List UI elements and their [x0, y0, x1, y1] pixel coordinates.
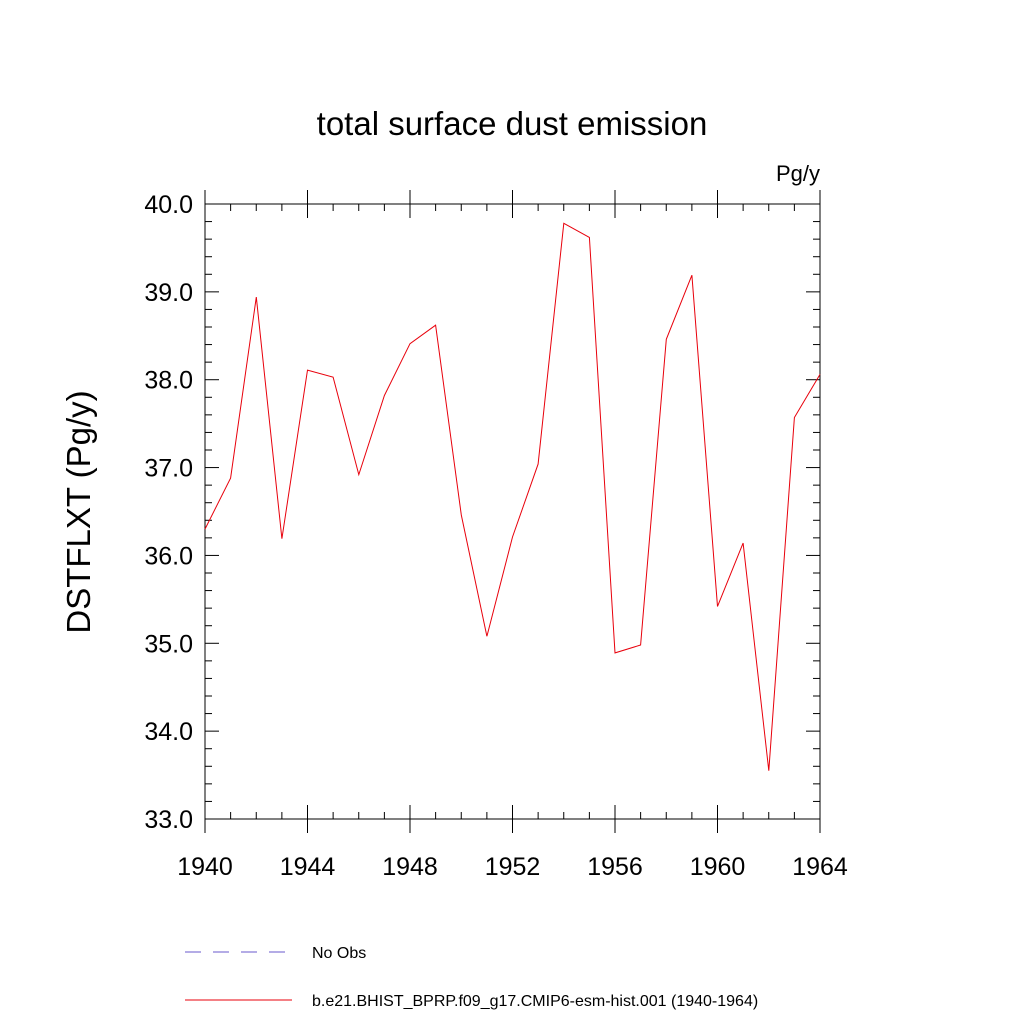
x-tick-label: 1940	[177, 853, 233, 881]
y-tick-label: 40.0	[144, 191, 193, 219]
x-tick-label: 1964	[792, 853, 848, 881]
y-tick-label: 37.0	[144, 455, 193, 483]
x-tick-label: 1952	[485, 853, 541, 881]
x-tick-label: 1944	[280, 853, 336, 881]
units-label: Pg/y	[776, 161, 820, 186]
y-tick-label: 34.0	[144, 718, 193, 746]
y-tick-label: 33.0	[144, 806, 193, 834]
x-tick-label: 1948	[382, 853, 438, 881]
plot-frame	[204, 203, 821, 820]
plot-area: 33.0 34.0 35.0 36.0 37.0 38.0 39.0 40.0 1940 1944…	[144, 190, 848, 881]
legend-label: b.e21.BHIST_BPRP.f09_g17.CMIP6-esm-hist.…	[312, 993, 758, 1010]
chart-title: total surface dust emission	[317, 105, 708, 142]
y-tick-label: 35.0	[144, 630, 193, 658]
legend-label: No Obs	[312, 945, 366, 962]
x-tick-label: 1960	[690, 853, 746, 881]
x-tick-label: 1956	[587, 853, 643, 881]
y-axis-label: DSTFLXT (Pg/y)	[60, 390, 97, 633]
y-tick-label: 39.0	[144, 279, 193, 307]
y-tick-label: 36.0	[144, 542, 193, 570]
legend: No Obs b.e21.BHIST_BPRP.f09_g17.CMIP6-esm…	[185, 945, 758, 1010]
y-tick-label: 38.0	[144, 367, 193, 395]
series-line	[204, 222, 821, 771]
